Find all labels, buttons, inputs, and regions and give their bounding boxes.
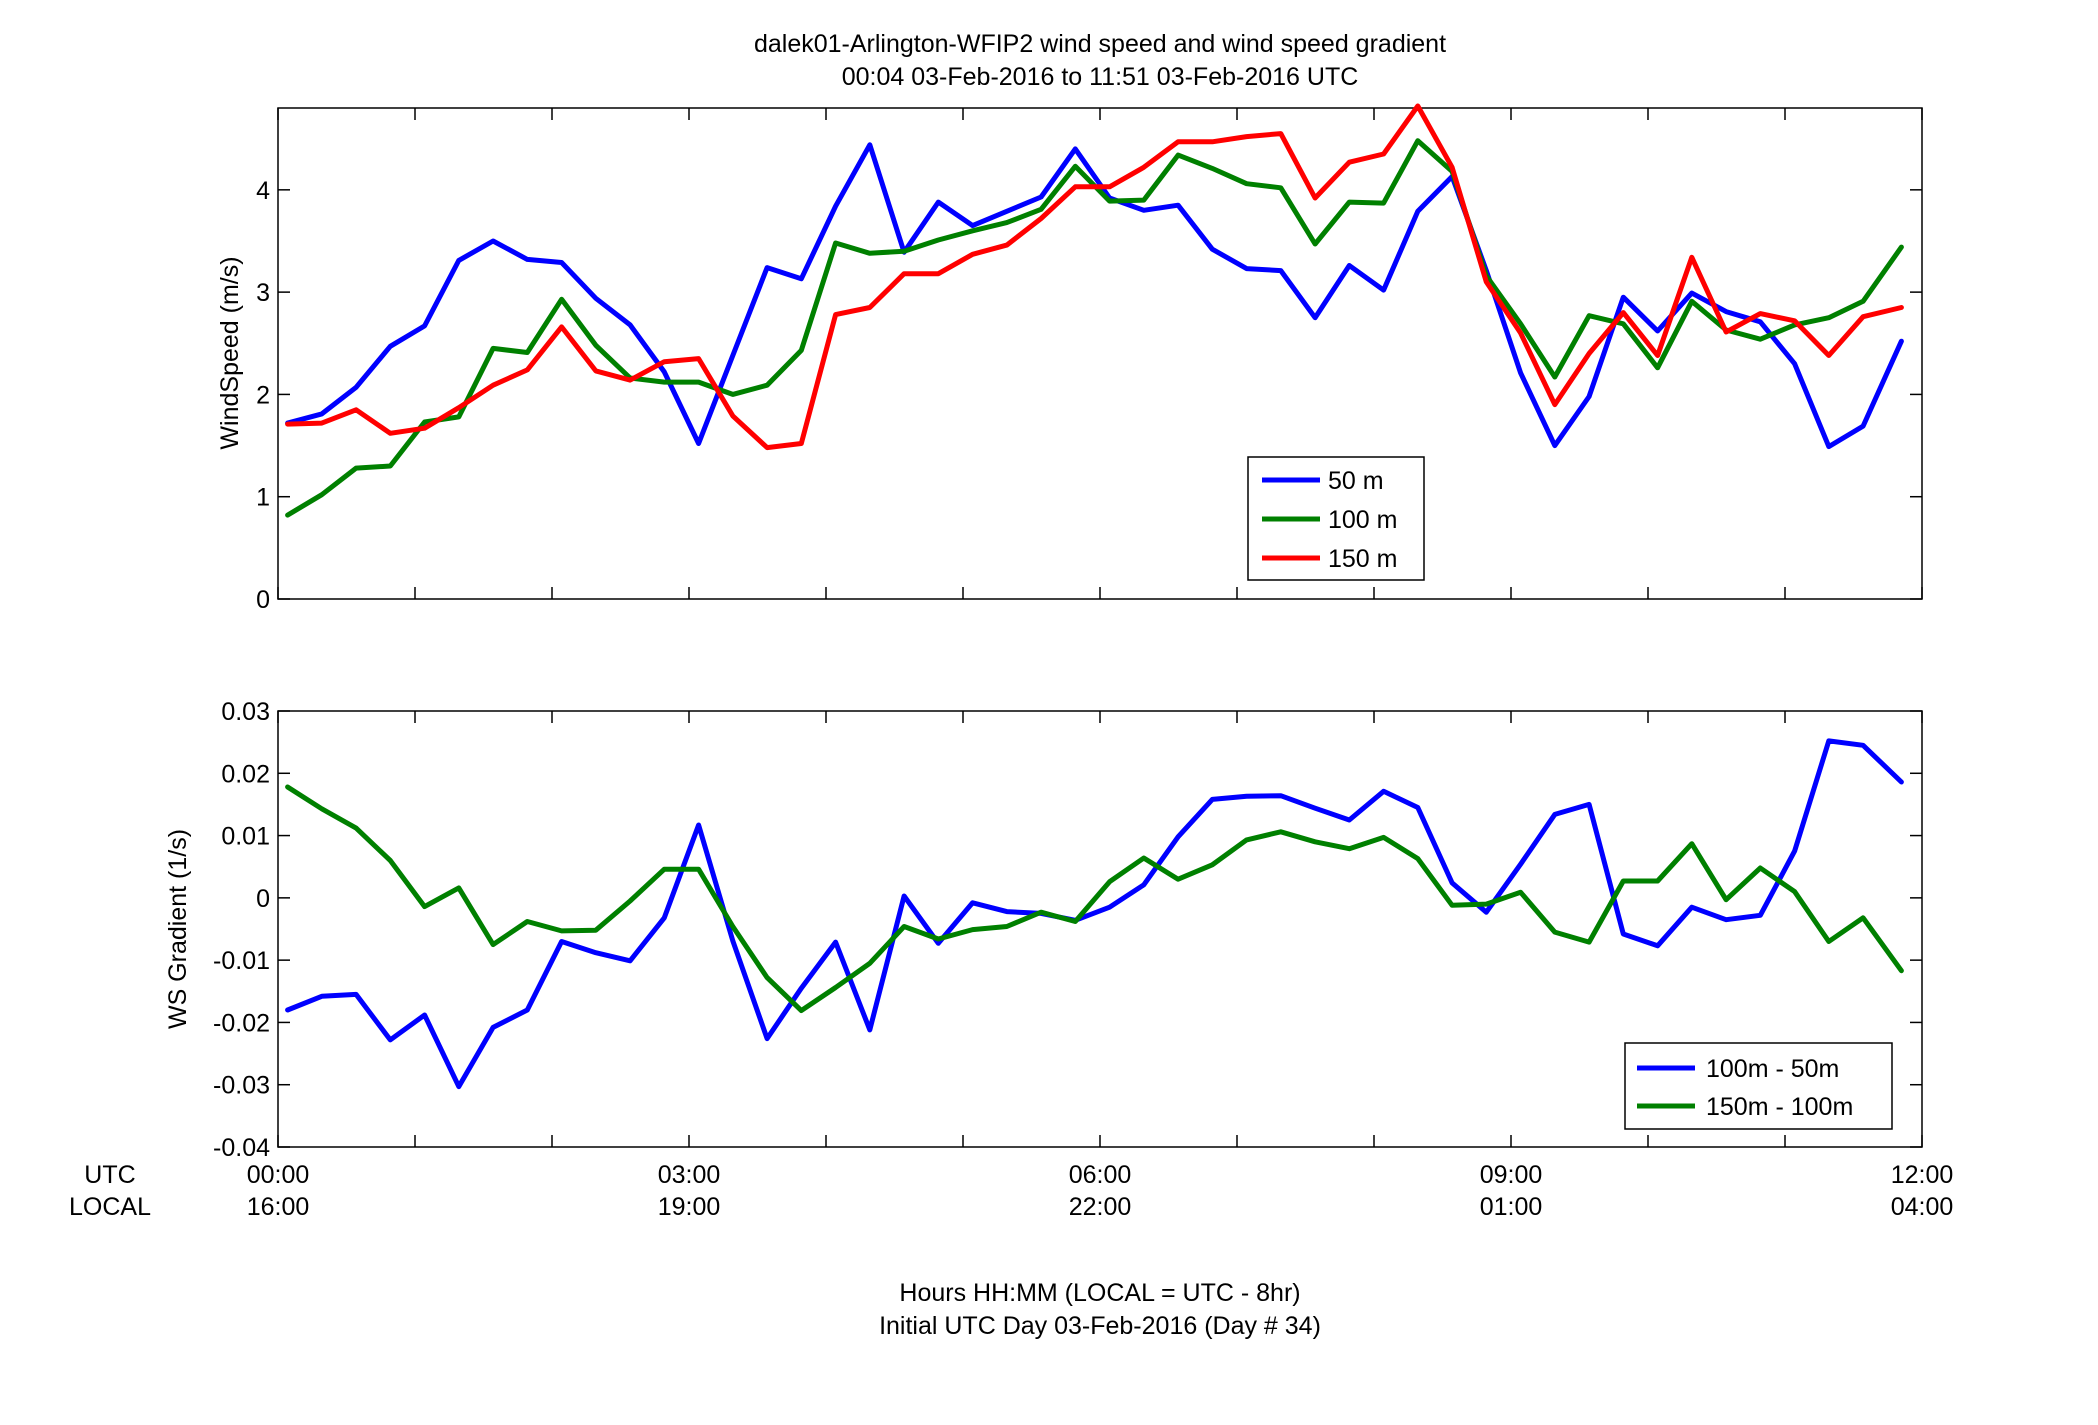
windspeed-legend: 50 m 100 m 150 m (1247, 456, 1425, 581)
windspeed-panel: 0 1 2 3 4 WindSpeed (m/s) 50 m 100 m 150 m (216, 103, 1923, 614)
windspeed-series-100m-line (285, 138, 1904, 518)
x-tick-label-local: 19:00 (658, 1193, 721, 1221)
x-tick-label-local: 01:00 (1480, 1193, 1543, 1221)
gradient-legend-box (1624, 1042, 1893, 1130)
gradient-series-100m-50m-line (285, 738, 1904, 1090)
x-tick-labels: 00:00 16:00 03:00 19:00 06:00 22:00 09:00 01:00… (247, 1161, 1954, 1221)
gradient-legend: 100m - 50m 150m - 100m (1624, 1042, 1893, 1130)
gradient-y-tick-label: 0.02 (221, 760, 270, 788)
legend-label-150m: 150 m (1328, 545, 1397, 573)
gradient-y-tick-label: -0.03 (213, 1072, 270, 1100)
x-tick-label-local: 04:00 (1891, 1193, 1954, 1221)
legend-label-100m-50m: 100m - 50m (1706, 1055, 1839, 1083)
utc-row-label: UTC (84, 1161, 135, 1189)
gradient-y-tick-label: 0.03 (221, 698, 270, 726)
gradient-y-tick-label: -0.02 (213, 1009, 270, 1037)
x-axis-title-line-2: Initial UTC Day 03-Feb-2016 (Day # 34) (879, 1312, 1321, 1340)
gradient-series (285, 738, 1904, 1090)
windspeed-y-tick-label: 3 (256, 279, 270, 307)
gradient-y-tick-label: -0.01 (213, 947, 270, 975)
windspeed-y-tick-label: 2 (256, 381, 270, 409)
legend-label-100m: 100 m (1328, 506, 1397, 534)
windspeed-y-tick-label: 4 (256, 177, 270, 205)
chart-title-line-2: 00:04 03-Feb-2016 to 11:51 03-Feb-2016 U… (842, 63, 1359, 91)
gradient-y-tick-label: -0.04 (213, 1134, 270, 1162)
windspeed-ticks: 0 1 2 3 4 (256, 108, 1923, 614)
gradient-ticks: -0.04 -0.03 -0.02 -0.01 0 0.01 0.02 0.03 (213, 698, 1923, 1162)
local-row-label: LOCAL (69, 1193, 151, 1221)
windspeed-series-50m-line (285, 142, 1904, 450)
x-tick-label-utc: 06:00 (1069, 1161, 1132, 1189)
legend-label-50m: 50 m (1328, 467, 1384, 495)
gradient-y-tick-label: 0 (256, 885, 270, 913)
windspeed-y-axis-title: WindSpeed (m/s) (216, 256, 244, 449)
chart-title-line-1: dalek01-Arlington-WFIP2 wind speed and w… (754, 30, 1446, 58)
x-tick-label-utc: 09:00 (1480, 1161, 1543, 1189)
x-tick-label-utc: 00:00 (247, 1161, 310, 1189)
gradient-y-axis-title: WS Gradient (1/s) (164, 829, 192, 1029)
x-tick-label-local: 22:00 (1069, 1193, 1132, 1221)
gradient-panel: -0.04 -0.03 -0.02 -0.01 0 0.01 0.02 0.03 WS Gra… (164, 698, 1923, 1162)
x-tick-label-local: 16:00 (247, 1193, 310, 1221)
windspeed-y-tick-label: 1 (256, 484, 270, 512)
gradient-series-150m-100m-line (285, 784, 1904, 1014)
windspeed-series-150m-line (285, 103, 1904, 451)
legend-label-150m-100m: 150m - 100m (1706, 1093, 1853, 1121)
windspeed-series (285, 103, 1904, 518)
x-tick-label-utc: 12:00 (1891, 1161, 1954, 1189)
x-axis-title-line-1: Hours HH:MM (LOCAL = UTC - 8hr) (899, 1279, 1300, 1307)
windspeed-y-tick-label: 0 (256, 586, 270, 614)
x-tick-label-utc: 03:00 (658, 1161, 721, 1189)
gradient-y-tick-label: 0.01 (221, 823, 270, 851)
